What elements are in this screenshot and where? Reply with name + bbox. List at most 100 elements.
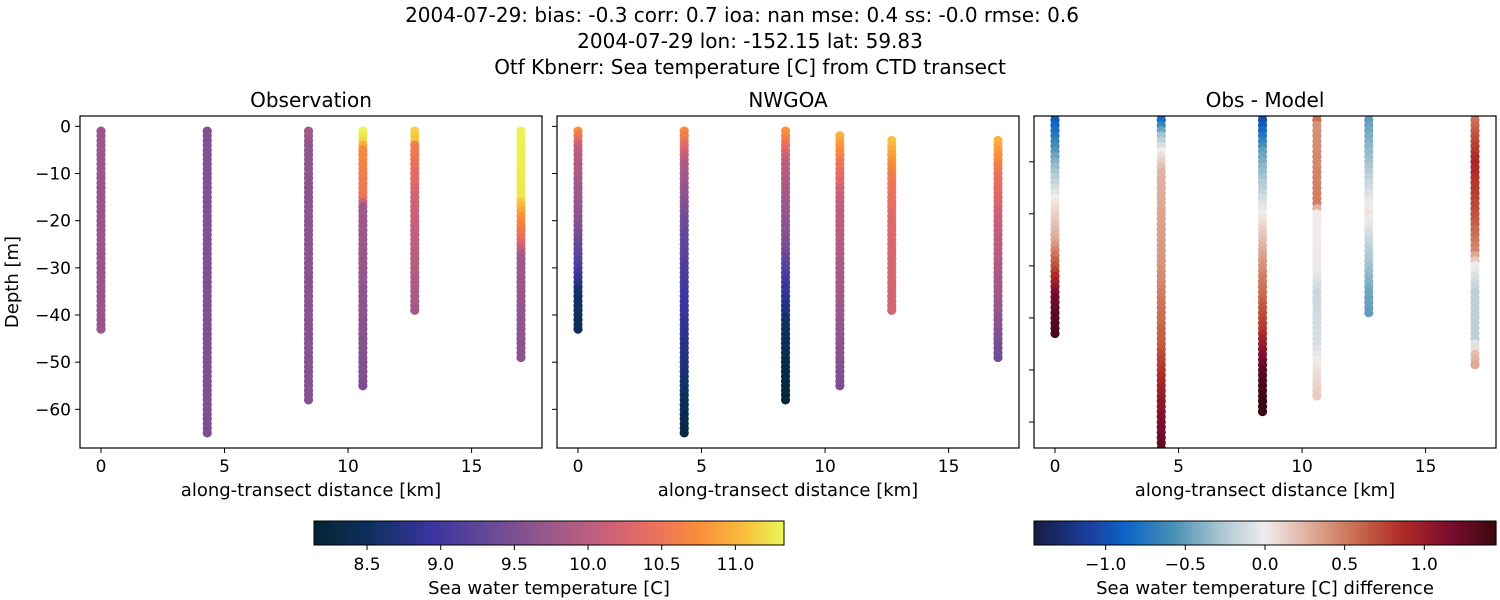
- data-point: [1470, 360, 1480, 370]
- colorbar-segment: [505, 521, 511, 545]
- colorbar-segment: [588, 521, 593, 545]
- colorbar-segment: [361, 521, 366, 545]
- colorbar-label: Sea water temperature [C]: [428, 578, 670, 599]
- colorbar-segment: [380, 521, 386, 545]
- colorbar-segment: [1226, 521, 1231, 545]
- colorbar-segment: [1072, 521, 1077, 545]
- colorbar-segment: [1265, 521, 1270, 545]
- colorbar-segment: [725, 521, 730, 545]
- colorbar-segment: [1111, 521, 1116, 545]
- colorbar-segment: [470, 521, 476, 545]
- colorbar-segment: [533, 521, 538, 545]
- colorbar-segment: [1149, 521, 1154, 545]
- colorbar-segment: [341, 521, 346, 545]
- colorbar-tick-label: 11.0: [716, 555, 754, 575]
- colorbar-segment: [1049, 521, 1054, 545]
- colorbar-segment: [674, 521, 679, 545]
- colorbar-segment: [474, 521, 480, 545]
- colorbar-segment: [650, 521, 656, 545]
- colorbar-segment: [615, 521, 621, 545]
- colorbar-tick-label: −1.0: [1085, 555, 1126, 575]
- colorbar-segment: [1357, 521, 1362, 545]
- colorbar-segment: [1457, 521, 1462, 545]
- colorbar-segment: [1091, 521, 1097, 545]
- colorbar-segment: [556, 521, 562, 545]
- colorbar-segment: [513, 521, 519, 545]
- colorbar-segment: [439, 521, 444, 545]
- colorbar-segment: [435, 521, 440, 545]
- colorbar-segment: [1087, 521, 1093, 545]
- colorbar-segment: [584, 521, 589, 545]
- colorbar-segment: [760, 521, 766, 545]
- colorbar-segment: [1180, 521, 1185, 545]
- colorbar-segment: [713, 521, 719, 545]
- panel-obs-model: Obs - Model 0 5 10 15 along-transect distance…: [1029, 88, 1497, 501]
- colorbar-tick-label: 1.0: [1411, 555, 1438, 575]
- colorbar-segment: [756, 521, 762, 545]
- colorbar-segment: [494, 521, 499, 545]
- colorbar-segment: [686, 521, 691, 545]
- colorbar-segment: [733, 521, 738, 545]
- colorbar-segment: [1234, 521, 1239, 545]
- colorbar-segment: [1238, 521, 1243, 545]
- colorbar-segment: [1080, 521, 1085, 545]
- colorbar-segment: [1492, 521, 1497, 545]
- colorbar-segment: [1342, 521, 1347, 545]
- colorbar-segment: [737, 521, 742, 545]
- colorbar-segment: [1415, 521, 1420, 545]
- colorbar-segment: [693, 521, 699, 545]
- colorbar-segment: [607, 521, 613, 545]
- colorbar-segment: [1307, 521, 1312, 545]
- colorbar-segment: [1041, 521, 1047, 545]
- figure-title-line-3: Otf Kbnerr: Sea temperature [C] from CTD…: [494, 55, 1006, 79]
- colorbar-segment: [1426, 521, 1432, 545]
- data-point: [516, 352, 526, 363]
- colorbar-segment: [517, 521, 523, 545]
- colorbar-segment: [1295, 521, 1301, 545]
- x-axis-label: along-transect distance [km]: [181, 480, 441, 501]
- colorbar-segment: [357, 521, 362, 545]
- colorbar-segment: [1057, 521, 1062, 545]
- colorbar-segment: [1338, 521, 1343, 545]
- colorbar-segment: [729, 521, 734, 545]
- colorbar-segment: [646, 521, 652, 545]
- colorbar-segment: [1137, 521, 1143, 545]
- colorbar-segment: [431, 521, 437, 545]
- colorbar-segment: [1284, 521, 1289, 545]
- colorbar-segment: [670, 521, 675, 545]
- colorbar-segment: [1060, 521, 1066, 545]
- colorbar-segment: [466, 521, 472, 545]
- colorbar-segment: [1191, 521, 1197, 545]
- colorbar-segment: [1034, 521, 1039, 545]
- colorbar-segment: [1045, 521, 1050, 545]
- y-tick-label: −10: [35, 165, 71, 185]
- colorbar-segment: [451, 521, 456, 545]
- colorbar-segment: [314, 521, 319, 545]
- colorbar-segment: [764, 521, 769, 545]
- colorbar-segment: [1326, 521, 1332, 545]
- colorbar-segment: [768, 521, 773, 545]
- colorbar-segment: [1399, 521, 1405, 545]
- colorbar-segment: [568, 521, 574, 545]
- colorbar-segment: [631, 521, 636, 545]
- y-axis-label: Depth [m]: [2, 236, 23, 328]
- colorbar-segment: [333, 521, 339, 545]
- y-tick-label: −50: [35, 353, 71, 373]
- colorbar-segment: [1434, 521, 1439, 545]
- colorbar-segment: [1211, 521, 1216, 545]
- colorbar-segment: [498, 521, 503, 545]
- colorbar-segment: [627, 521, 632, 545]
- colorbar-segment: [1484, 521, 1489, 545]
- x-tick-label: 10: [337, 457, 359, 477]
- colorbar-tick-label: 10.5: [643, 555, 681, 575]
- data-point: [993, 352, 1003, 363]
- y-tick-label: −30: [35, 259, 71, 279]
- colorbar-segment: [1172, 521, 1178, 545]
- colorbar-tick-label: 8.5: [354, 555, 381, 575]
- x-tick-label: 0: [1050, 457, 1061, 477]
- colorbar-segment: [490, 521, 495, 545]
- colorbar-segment: [678, 521, 683, 545]
- colorbar-segment: [572, 521, 578, 545]
- colorbar-segment: [1164, 521, 1170, 545]
- colorbar-segment: [458, 521, 464, 545]
